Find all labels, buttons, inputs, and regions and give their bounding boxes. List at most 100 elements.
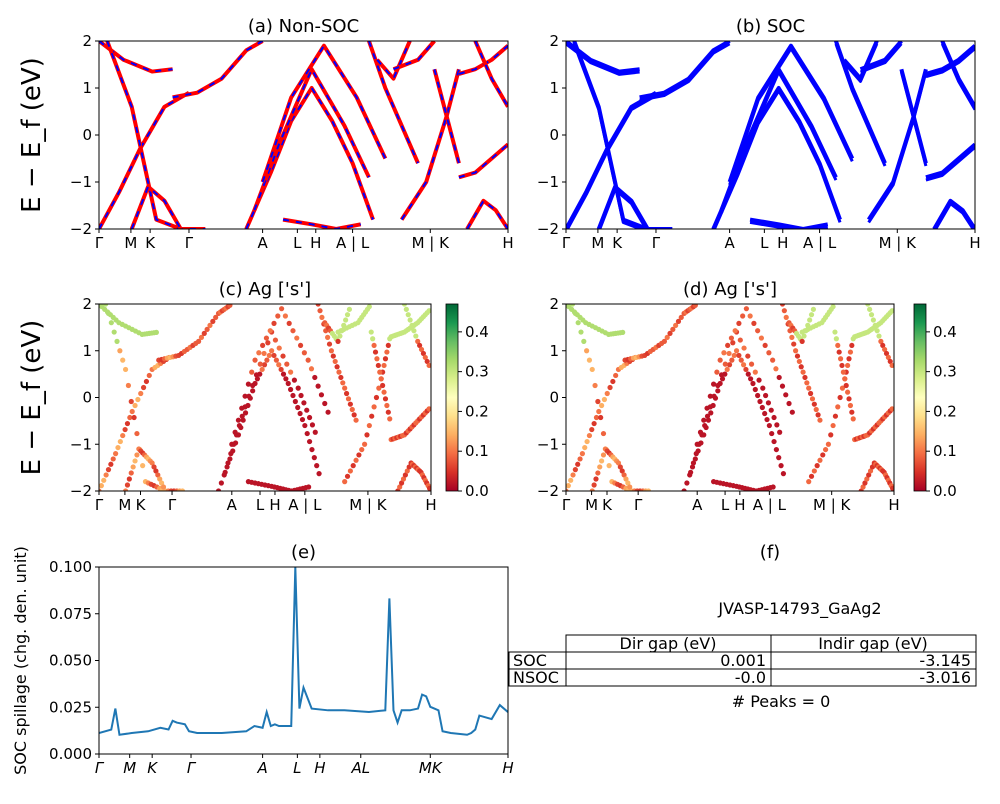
scatter-point	[398, 480, 405, 486]
scatter-point	[736, 352, 742, 359]
band-line-soc-split	[934, 202, 975, 229]
scatter-point	[347, 401, 353, 407]
x-tick-label: A | L	[803, 234, 837, 252]
panel-e-title: (e)	[291, 542, 316, 563]
scatter-point	[292, 398, 298, 405]
scatter-point	[781, 308, 787, 314]
band-line-blue-dash	[282, 218, 361, 229]
scatter-point	[589, 426, 595, 433]
scatter-point	[267, 328, 273, 334]
x-tick-label: Γ	[95, 759, 105, 777]
scatter-point	[382, 356, 389, 362]
scatter-point	[290, 392, 296, 399]
table-row-label-soc: SOC	[513, 651, 547, 670]
scatter-point	[845, 362, 851, 369]
x-tick-label: A | L	[336, 234, 370, 252]
scatter-point	[599, 402, 605, 409]
panel-e-frame	[98, 566, 509, 755]
scatter-point	[837, 356, 844, 362]
scatter-point	[756, 377, 762, 383]
scatter-point	[228, 451, 234, 457]
scatter-point	[586, 357, 593, 363]
scatter-point	[305, 357, 311, 363]
x-tick-label: L	[293, 759, 301, 777]
y-tick-label: −2	[537, 220, 559, 238]
x-tick-label: H	[314, 759, 325, 777]
scatter-point	[667, 330, 673, 336]
scatter-point	[304, 430, 310, 437]
scatter-point	[773, 446, 779, 453]
scatter-point	[798, 364, 804, 370]
scatter-point	[813, 406, 819, 413]
x-tick-label: Γ	[634, 496, 643, 514]
scatter-point	[806, 479, 812, 485]
scatter-point	[366, 304, 372, 310]
scatter-point	[578, 329, 584, 335]
scatter-point	[301, 400, 307, 406]
scatter-point	[880, 342, 886, 349]
scatter-point	[179, 488, 186, 491]
scatter-point	[403, 306, 409, 312]
scatter-point	[309, 422, 316, 428]
scatter-point	[332, 358, 338, 365]
scatter-point	[814, 463, 820, 469]
panel-a-title: (a) Non-SOC	[248, 16, 359, 37]
scatter-point	[764, 416, 770, 423]
scatter-point	[581, 338, 587, 344]
scatter-point	[409, 322, 415, 328]
scatter-point	[111, 329, 117, 335]
band-line-soc-split	[712, 89, 842, 229]
scatter-point	[794, 353, 801, 359]
scatter-point	[103, 472, 109, 478]
scatter-point	[103, 304, 109, 307]
scatter-point	[817, 457, 823, 463]
x-tick-label: K	[136, 496, 147, 514]
scatter-point	[153, 329, 159, 335]
scatter-point	[362, 441, 368, 447]
scatter-point	[760, 385, 766, 391]
scatter-point	[737, 337, 743, 343]
band-line-blue-dash	[433, 68, 460, 164]
scatter-point	[845, 389, 851, 395]
scatter-point	[591, 420, 597, 427]
scatter-point	[717, 357, 723, 363]
y-tick-label: 0	[549, 389, 559, 407]
scatter-point	[359, 446, 365, 453]
scatter-point	[108, 461, 114, 467]
band-line-blue-dash	[245, 86, 374, 229]
scatter-point	[828, 432, 834, 438]
x-tick-label: H	[888, 496, 899, 514]
scatter-point	[575, 320, 581, 326]
scatter-point	[595, 470, 601, 476]
scatter-point	[260, 342, 266, 349]
scatter-point	[777, 429, 783, 435]
scatter-point	[347, 468, 353, 474]
scatter-point	[113, 451, 119, 457]
scatter-point	[702, 422, 708, 429]
scatter-point	[864, 476, 870, 482]
scatter-point	[776, 455, 782, 461]
scatter-points-c	[99, 304, 431, 491]
scatter-point	[596, 408, 602, 415]
scatter-point	[201, 330, 207, 336]
scatter-point	[279, 306, 285, 312]
scatter-point	[336, 369, 342, 375]
scatter-point	[314, 463, 320, 469]
band-line-soc-split	[720, 70, 838, 214]
scatter-point	[210, 318, 216, 324]
scatter-point	[882, 346, 888, 353]
scatter-point	[865, 304, 871, 307]
scatter-point	[839, 385, 846, 391]
scatter-point	[802, 374, 808, 381]
scatter-point	[860, 484, 866, 490]
band-lines-b	[566, 41, 975, 229]
scatter-point	[868, 312, 875, 318]
scatter-point	[595, 398, 601, 405]
scatter-point	[584, 348, 590, 354]
scatter-point	[799, 338, 805, 344]
scatter-point	[115, 444, 121, 451]
scatter-point	[889, 308, 894, 314]
scatter-point	[143, 378, 150, 385]
scatter-point	[131, 414, 137, 421]
scatter-point	[773, 366, 779, 372]
